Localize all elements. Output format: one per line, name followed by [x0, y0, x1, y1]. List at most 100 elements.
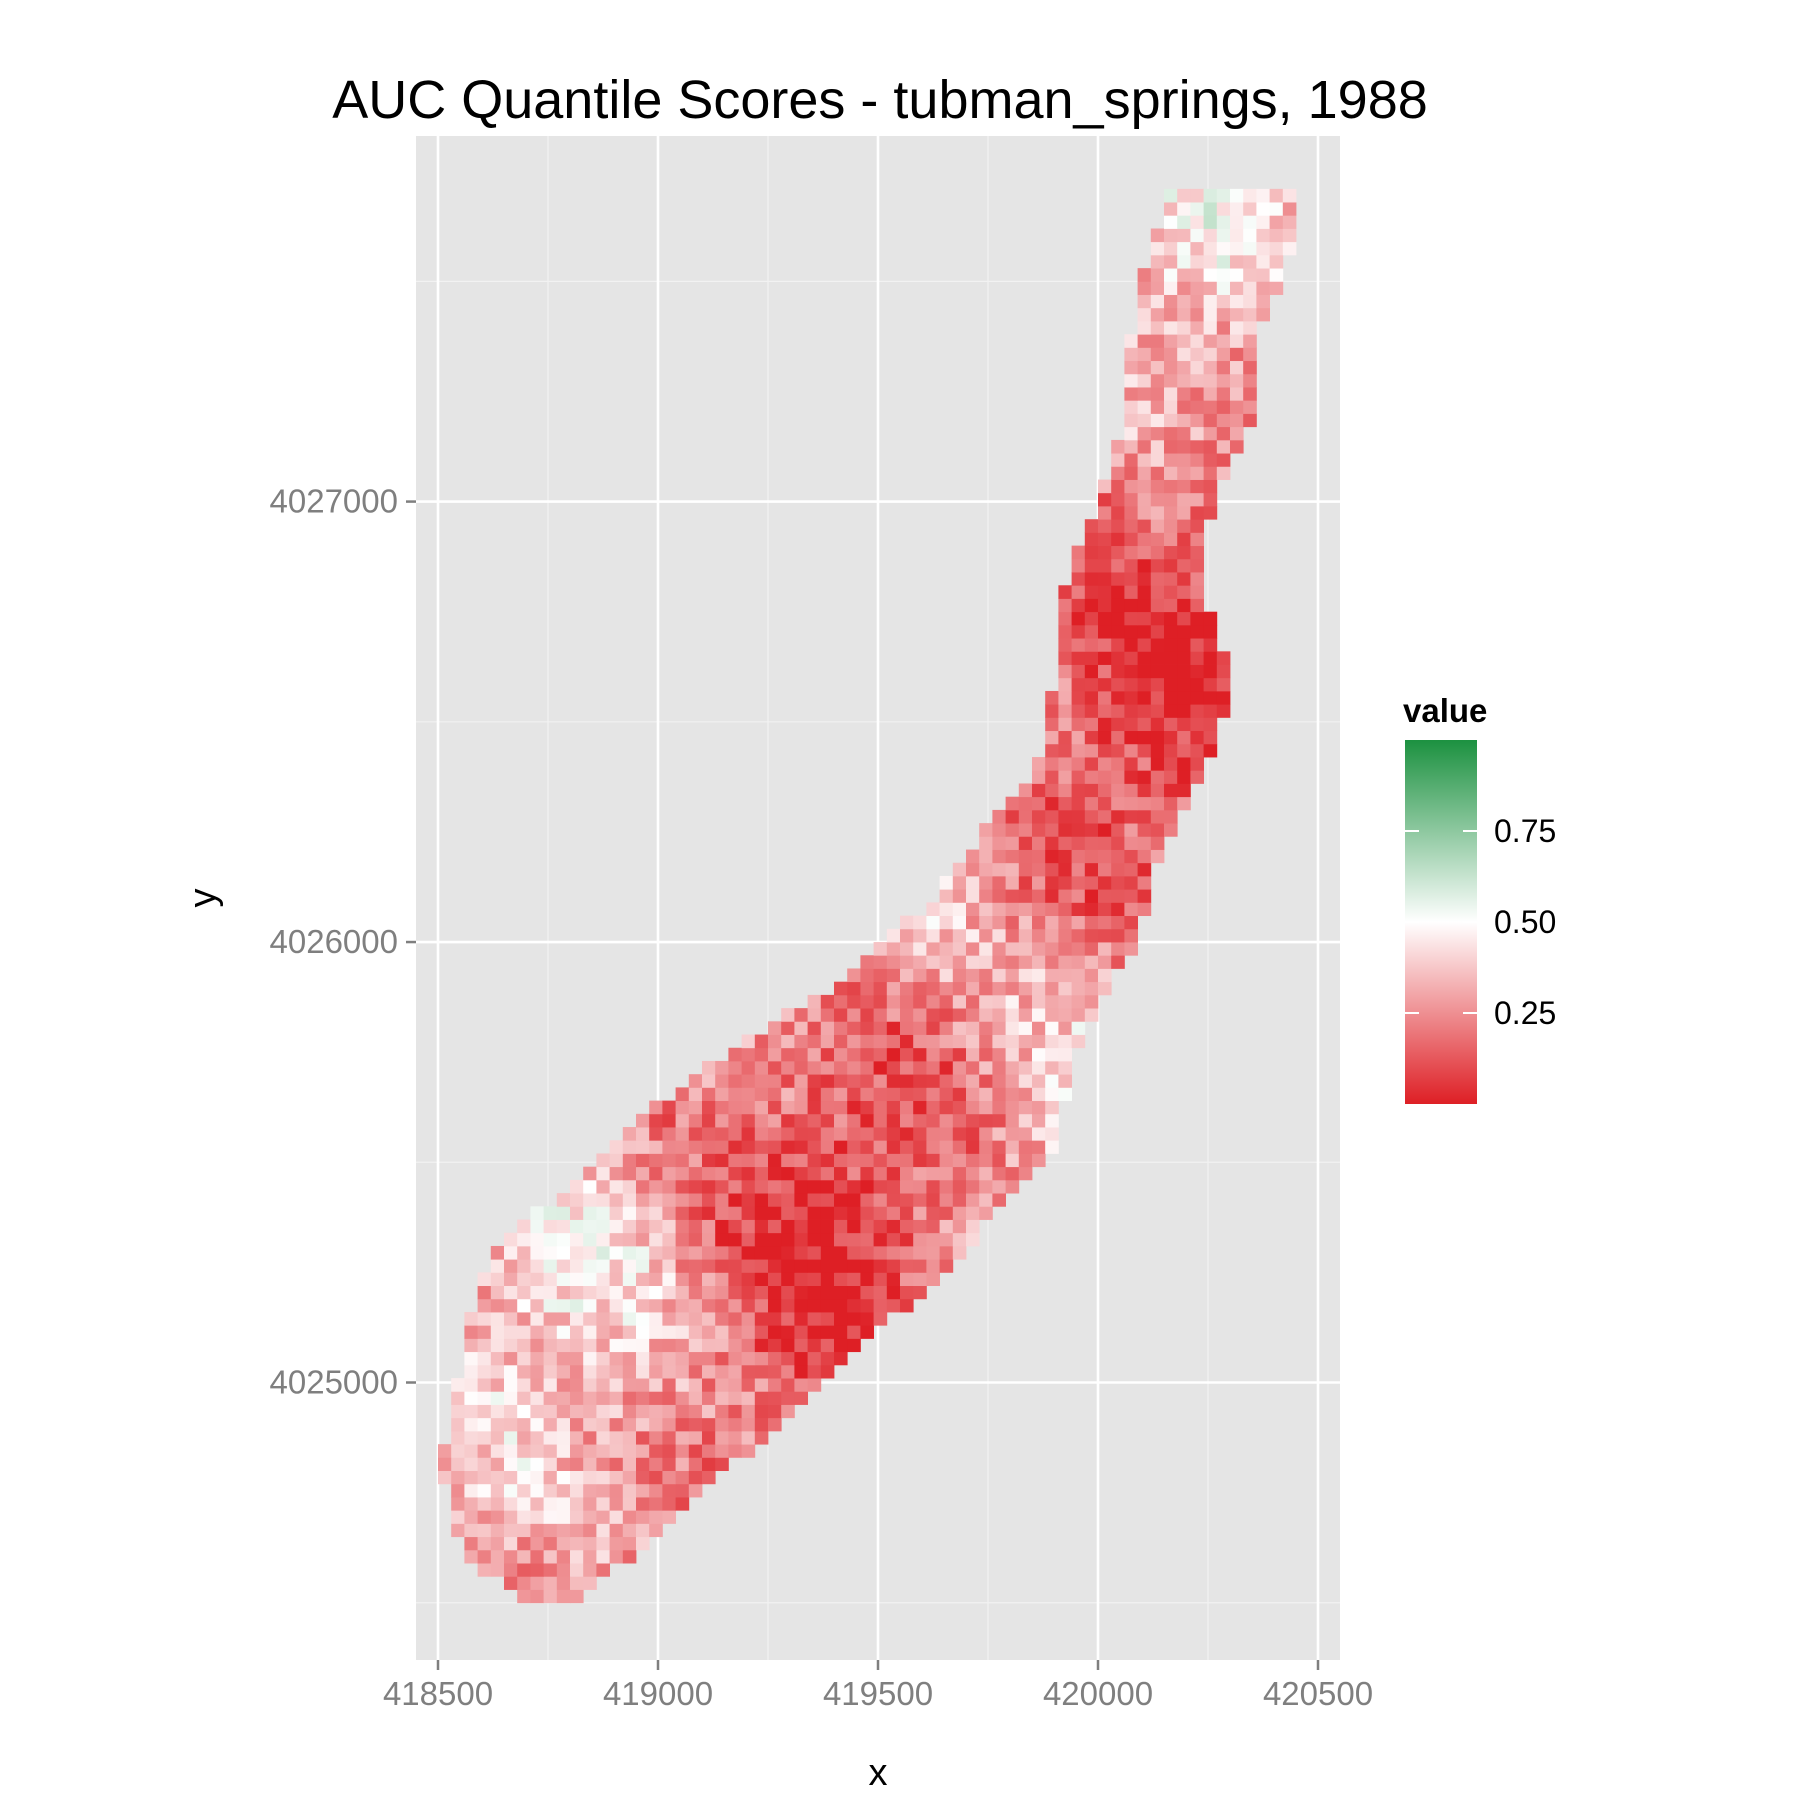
heatmap-cell [583, 1351, 597, 1366]
heatmap-cell [662, 1497, 676, 1511]
heatmap-cell [979, 1047, 993, 1062]
heatmap-cell [1045, 823, 1059, 837]
heatmap-cell [1203, 254, 1218, 269]
heatmap-cell [952, 1245, 967, 1260]
heatmap-cell [1256, 215, 1270, 229]
heatmap-cell [702, 1074, 716, 1088]
heatmap-cell [1150, 717, 1165, 732]
heatmap-cell [609, 1364, 624, 1379]
heatmap-cell [1071, 889, 1086, 903]
heatmap-cell [649, 1312, 663, 1326]
heatmap-cell [1058, 849, 1072, 864]
heatmap-cell [451, 1470, 465, 1485]
heatmap-cell [939, 1179, 954, 1194]
heatmap-cell [1071, 981, 1086, 996]
heatmap-cell [504, 1510, 518, 1524]
heatmap-cell [1177, 320, 1191, 335]
heatmap-cell [926, 1087, 940, 1102]
heatmap-cell [636, 1298, 650, 1313]
heatmap-cell [913, 1008, 927, 1022]
heatmap-cell [1177, 426, 1191, 441]
heatmap-cell [688, 1113, 703, 1128]
heatmap-cell [504, 1245, 518, 1260]
heatmap-cell [820, 1179, 835, 1194]
heatmap-cell [609, 1298, 624, 1313]
heatmap-cell [1150, 320, 1165, 335]
heatmap-cell [1098, 585, 1112, 599]
heatmap-cell [1230, 400, 1244, 414]
heatmap-cell [1045, 889, 1059, 903]
heatmap-cell [728, 1047, 742, 1062]
heatmap-cell [1005, 1034, 1020, 1049]
heatmap-cell [728, 1166, 742, 1181]
heatmap-cell [886, 955, 901, 969]
heatmap-cell [966, 902, 980, 917]
heatmap-cell [939, 1259, 954, 1273]
heatmap-cell [702, 1404, 716, 1419]
heatmap-cell [741, 1378, 756, 1392]
heatmap-cell [570, 1457, 584, 1471]
heatmap-cell [1045, 928, 1059, 943]
heatmap-cell [1045, 862, 1059, 877]
heatmap-cell [820, 1325, 835, 1339]
heatmap-cell [688, 1470, 703, 1485]
heatmap-cell [1058, 981, 1072, 996]
heatmap-cell [662, 1417, 676, 1432]
heatmap-cell [1045, 1060, 1059, 1075]
heatmap-cell [1111, 796, 1125, 811]
heatmap-cell [583, 1285, 597, 1300]
heatmap-cell [1084, 875, 1099, 890]
heatmap-cell [1032, 1100, 1046, 1115]
heatmap-cell [490, 1536, 505, 1551]
heatmap-cell [1098, 981, 1112, 996]
heatmap-cell [1190, 400, 1204, 414]
heatmap-cell [1032, 809, 1046, 824]
heatmap-cell [1098, 492, 1112, 507]
heatmap-cell [1137, 413, 1152, 428]
heatmap-cell [1243, 241, 1257, 256]
heatmap-cell [1005, 1021, 1020, 1035]
heatmap-cell [1164, 254, 1178, 269]
heatmap-cell [1032, 849, 1046, 864]
heatmap-cell [873, 1113, 888, 1128]
heatmap-cell [583, 1312, 597, 1326]
heatmap-cell [1071, 902, 1086, 917]
heatmap-cell [530, 1219, 544, 1234]
heatmap-cell [517, 1510, 531, 1524]
heatmap-cell [570, 1497, 584, 1511]
heatmap-cell [754, 1087, 769, 1102]
heatmap-cell [715, 1272, 729, 1286]
heatmap-cell [860, 1298, 874, 1313]
heatmap-cell [781, 1100, 795, 1115]
heatmap-cell [543, 1536, 558, 1551]
heatmap-cell [1098, 730, 1112, 745]
heatmap-cell [556, 1483, 571, 1498]
heatmap-cell [1124, 466, 1138, 480]
heatmap-cell [622, 1536, 637, 1551]
heatmap-cell [1243, 320, 1257, 335]
heatmap-cell [913, 1100, 927, 1115]
heatmap-cell [490, 1523, 505, 1538]
heatmap-cell [754, 1259, 769, 1273]
heatmap-cell [834, 994, 848, 1009]
heatmap-cell [1084, 757, 1099, 771]
heatmap-cell [926, 1206, 940, 1220]
heatmap-cell [886, 1021, 901, 1035]
heatmap-cell [1098, 955, 1112, 969]
heatmap-cell [1177, 373, 1191, 388]
heatmap-cell [1216, 360, 1231, 375]
heatmap-cell [794, 1364, 808, 1379]
heatmap-cell [913, 942, 927, 956]
heatmap-cell [939, 928, 954, 943]
heatmap-cell [636, 1470, 650, 1485]
heatmap-cell [1045, 743, 1059, 758]
heatmap-cell [847, 1312, 861, 1326]
heatmap-cell [834, 1351, 848, 1366]
heatmap-cell [1177, 532, 1191, 547]
heatmap-cell [1190, 651, 1204, 665]
heatmap-cell [1150, 387, 1165, 401]
heatmap-cell [543, 1259, 558, 1273]
heatmap-cell [860, 1034, 874, 1049]
heatmap-cell [609, 1457, 624, 1471]
heatmap-cell [966, 928, 980, 943]
